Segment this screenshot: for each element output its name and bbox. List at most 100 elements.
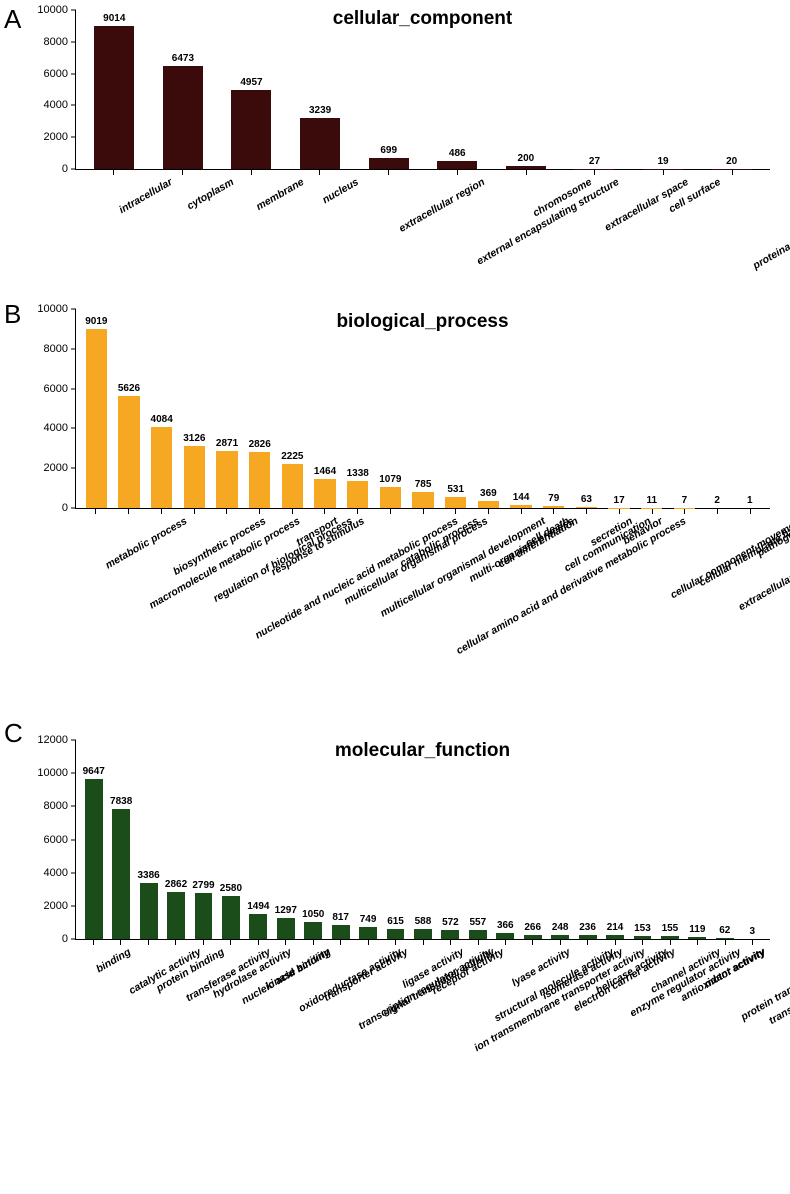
bar-value-label: 588 [415,916,432,927]
x-label-wrap: membrane [216,170,285,171]
x-label-wrap: translation regulator activity [739,940,766,941]
x-labels-b: metabolic processmacromolecule metabolic… [75,509,770,714]
y-tick-label: 10000 [28,303,68,315]
x-label-wrap: cell differentiation [472,509,505,510]
bar-wrap: 6473 [149,10,218,169]
go-classification-figure: A cellular_component 0200040006000800010… [0,0,790,1110]
x-category-label: intracellular [117,176,175,216]
bar [140,883,158,939]
bar [414,929,432,939]
x-label-wrap: hydrolase activity [189,940,216,941]
x-tick-mark [560,940,561,945]
x-tick-mark [423,940,424,945]
x-tick-mark [457,170,458,175]
bar-wrap: 699 [354,10,423,169]
bar-value-label: 5626 [118,383,140,394]
bar-wrap: 62 [711,740,738,939]
x-category-label: external encapsulating structure [475,176,621,268]
x-label-wrap: ion transmembrane transporter activity [436,940,463,941]
bar-wrap: 79 [537,309,570,508]
bar [118,396,139,508]
bar [300,118,340,170]
bar-wrap: 572 [437,740,464,939]
bar-wrap: 19 [629,10,698,169]
x-tick-mark [395,940,396,945]
bar-value-label: 20 [726,156,737,167]
bar-value-label: 557 [470,917,487,928]
x-label-wrap: protein binding [134,940,161,941]
bar-wrap: 2826 [243,309,276,508]
bar-value-label: 3386 [137,870,159,881]
x-label-wrap: multi-organism process [439,509,472,510]
x-category-label: extracellular region [397,176,487,235]
x-tick-mark [113,170,114,175]
x-category-label: transporter activity [321,946,409,1004]
bar-value-label: 248 [552,922,569,933]
x-tick-mark [521,509,522,514]
bar [579,935,597,939]
x-tick-mark [619,509,620,514]
bar [216,451,237,508]
x-tick-mark [670,940,671,945]
y-tick-label: 0 [28,933,68,945]
bar-wrap: 1338 [341,309,374,508]
x-tick-mark [725,940,726,945]
x-tick-mark [532,940,533,945]
bar [551,935,569,939]
bar-value-label: 155 [662,923,679,934]
bar-value-label: 1297 [275,905,297,916]
bar-wrap: 200 [492,10,561,169]
x-label-wrap: isomerase activity [519,940,546,941]
x-tick-mark [148,940,149,945]
bar-value-label: 62 [719,925,730,936]
bar-wrap: 11 [635,309,668,508]
bar-wrap: 3126 [178,309,211,508]
bar [94,26,134,169]
bar-value-label: 11 [646,495,657,506]
x-label-wrap: macromolecule metabolic process [112,509,145,510]
x-tick-mark [182,170,183,175]
bar-wrap: 214 [601,740,628,939]
bar-value-label: 4957 [240,77,262,88]
x-tick-mark [455,509,456,514]
x-label-wrap: external encapsulating structure [423,170,492,171]
bar-wrap: 2225 [276,309,309,508]
bar [167,892,185,939]
x-label-wrap: cell death [504,509,537,510]
bar-value-label: 2225 [281,451,303,462]
bar-wrap: 119 [684,740,711,939]
bar-value-label: 1464 [314,466,336,477]
y-tick-label: 2000 [28,900,68,912]
x-label-wrap: receptor activity [409,940,436,941]
x-tick-mark [93,940,94,945]
x-label-wrap: lyase activity [491,940,518,941]
x-tick-mark [642,940,643,945]
bar-wrap: 9647 [80,740,107,939]
x-label-wrap: pathogenesis [733,509,766,510]
bar-value-label: 2826 [249,439,271,450]
bar [412,492,433,508]
y-tick-label: 8000 [28,343,68,355]
bar-wrap: 2799 [190,740,217,939]
chart-c: molecular_function 020004000600080001000… [75,740,770,1110]
bar-value-label: 531 [447,484,464,495]
x-tick-mark [324,509,325,514]
bar-wrap: 2 [701,309,734,508]
x-tick-mark [194,509,195,514]
bar [195,893,213,939]
x-tick-mark [652,509,653,514]
bars-c: 9647783833862862279925801494129710508177… [76,740,770,939]
x-tick-mark [478,940,479,945]
bar [524,935,542,939]
x-label-wrap: binding [79,940,106,941]
bar-value-label: 1494 [247,901,269,912]
x-label-wrap: response to stimulus [243,509,276,510]
y-tick-label: 4000 [28,422,68,434]
bar-wrap: 1464 [309,309,342,508]
x-label-wrap: antioxidant activity [656,940,683,941]
y-axis-a: 0200040006000800010000 [31,10,76,169]
y-tick-label: 2000 [28,131,68,143]
bars-a: 9014647349573239699486200271920 [76,10,770,169]
x-tick-mark [390,509,391,514]
x-tick-mark [230,940,231,945]
